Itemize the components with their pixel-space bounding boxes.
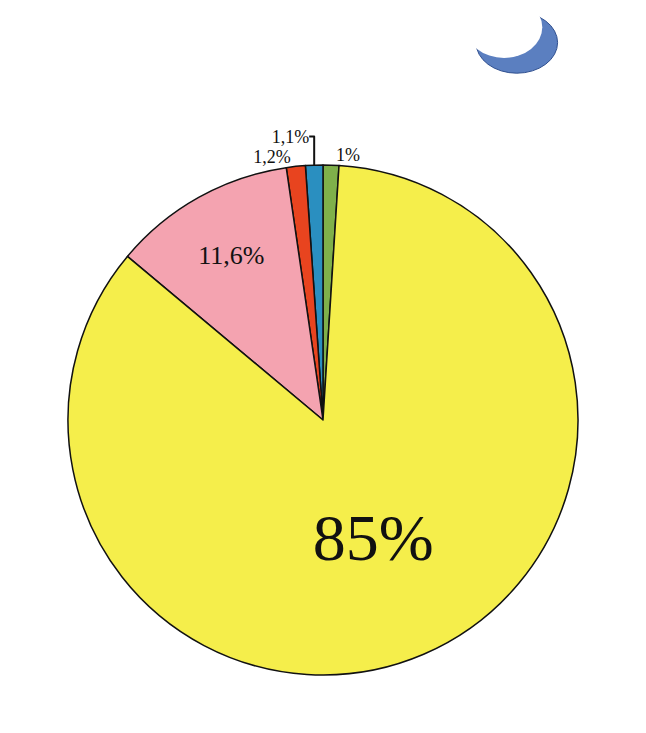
svg-text:11,6%: 11,6%	[198, 241, 264, 270]
svg-text:85%: 85%	[313, 501, 434, 574]
svg-text:1,1%: 1,1%	[272, 127, 310, 147]
svg-text:1%: 1%	[336, 145, 360, 165]
svg-text:1,2%: 1,2%	[253, 147, 291, 167]
